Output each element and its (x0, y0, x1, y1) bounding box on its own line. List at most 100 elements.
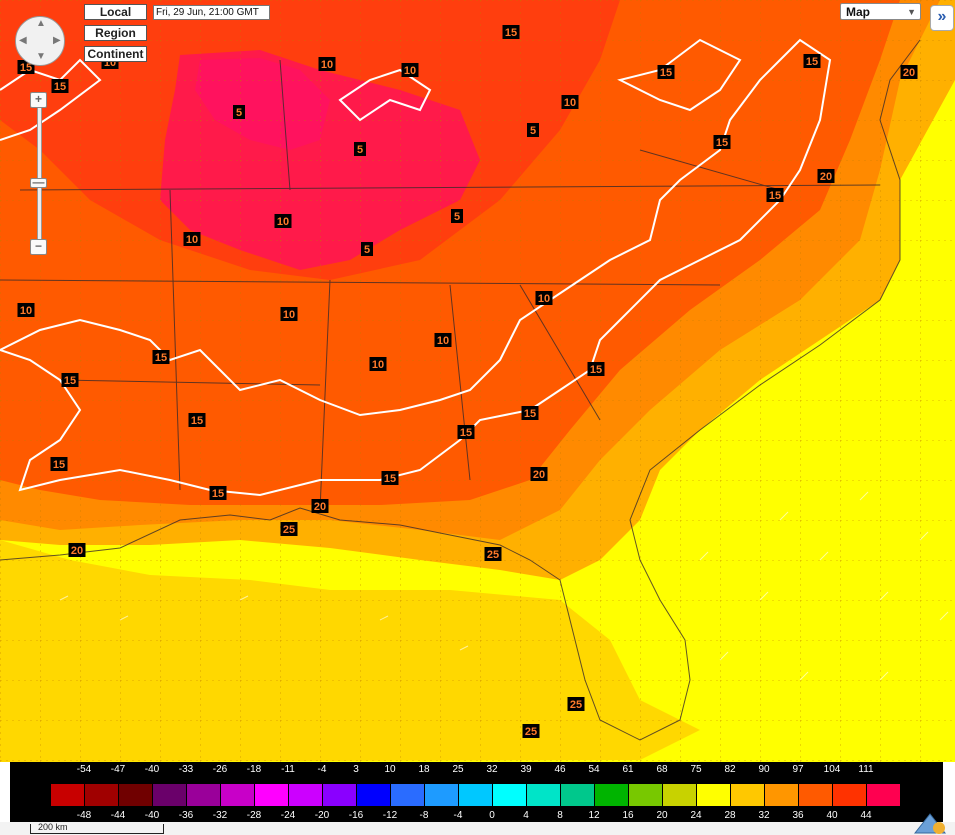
weather-map[interactable]: 15 10 10 15 15 15 20 5 5 10 15 15 5 10 10 5 20 5 15 10 10 10 1… (0, 0, 955, 762)
contour-label: 10 (280, 307, 298, 321)
legend-bottom-value: 40 (826, 810, 838, 821)
contour-label-text: 20 (533, 469, 545, 481)
contour-label-text: 20 (314, 501, 326, 513)
legend-top-value: 54 (588, 764, 600, 775)
legend-swatch (288, 783, 323, 807)
legend-swatch (798, 783, 833, 807)
legend-bottom-value: 8 (557, 810, 563, 821)
pan-control[interactable]: ▲ ▼ ◀ ▶ (15, 16, 65, 66)
state-border (279, 59, 291, 191)
contour-label: 15 (188, 413, 206, 427)
contour-label-text: 15 (384, 473, 396, 485)
contour-label: 5 (361, 242, 373, 256)
legend-swatch (662, 783, 697, 807)
contour-label: 25 (567, 697, 585, 711)
contour-label-text: 15 (54, 81, 66, 93)
contour-label: 20 (311, 499, 329, 513)
legend-top-value: -40 (144, 764, 160, 775)
continent-button[interactable]: Continent (84, 46, 147, 62)
legend-swatch (390, 783, 425, 807)
legend-bottom-value: -12 (382, 810, 398, 821)
legend-bottom-value: -28 (246, 810, 262, 821)
legend-swatch (356, 783, 391, 807)
contour-label-text: 10 (437, 335, 449, 347)
contour-label: 20 (817, 169, 835, 183)
forecast-time-label: Fri, 29 Jun, 21:00 GMT (153, 5, 270, 20)
legend-bottom-value: 36 (792, 810, 804, 821)
contour-label: 20 (900, 65, 918, 79)
contour-label-text: 10 (20, 305, 32, 317)
legend-top-value: 46 (554, 764, 566, 775)
contour-label: 20 (68, 543, 86, 557)
contour-label-text: 15 (524, 408, 536, 420)
legend-bottom-value: -24 (280, 810, 296, 821)
contour-label: 10 (183, 232, 201, 246)
legend-bottom-value: -4 (453, 810, 463, 821)
chevron-down-icon: ▼ (907, 7, 916, 17)
contour-label-text: 15 (191, 415, 203, 427)
legend-bottom-value: 24 (690, 810, 702, 821)
legend-top-value: 82 (724, 764, 736, 775)
contour-label-text: 5 (530, 125, 536, 137)
contour-label-text: 10 (404, 65, 416, 77)
legend-swatch (832, 783, 867, 807)
pan-up-icon[interactable]: ▲ (36, 18, 46, 29)
contour-label-text: 25 (283, 524, 295, 536)
contour-label: 15 (457, 425, 475, 439)
contour-label-text: 15 (155, 352, 167, 364)
legend-bottom-value: -44 (110, 810, 126, 821)
legend-swatch (696, 783, 731, 807)
legend-swatch (594, 783, 629, 807)
contour-label-text: 10 (283, 309, 295, 321)
isotherm-15 (0, 38, 832, 497)
contour-label: 15 (803, 54, 821, 68)
isotherm-15 (0, 58, 102, 141)
contour-label-text: 15 (590, 364, 602, 376)
zoom-slider-handle[interactable]: — (30, 176, 47, 188)
zoom-in-button[interactable]: + (30, 92, 47, 108)
contour-label: 15 (50, 457, 68, 471)
legend-bottom-value: 16 (622, 810, 634, 821)
contour-label-text: 5 (236, 107, 242, 119)
legend-top-value: 75 (690, 764, 702, 775)
pan-down-icon[interactable]: ▼ (36, 51, 46, 62)
legend-swatch (186, 783, 221, 807)
contour-label-text: 20 (903, 67, 915, 79)
contour-label: 5 (451, 209, 463, 223)
legend-swatch (50, 783, 85, 807)
contour-label: 10 (17, 303, 35, 317)
legend-bottom-value: 12 (588, 810, 600, 821)
map-type-select[interactable]: Map ▼ (840, 3, 921, 20)
double-chevron-right-icon[interactable]: » (930, 5, 954, 31)
contour-label: 15 (521, 406, 539, 420)
legend-top-value: 3 (353, 764, 359, 775)
contour-label: 15 (51, 79, 69, 93)
legend-swatch (152, 783, 187, 807)
legend-top-value: 18 (418, 764, 430, 775)
legend-bottom-value: -16 (348, 810, 364, 821)
local-button[interactable]: Local (84, 4, 147, 20)
legend-bottom-value: -20 (314, 810, 330, 821)
contour-label-text: 10 (372, 359, 384, 371)
contour-label: 25 (280, 522, 298, 536)
legend-swatch (764, 783, 799, 807)
contour-label: 10 (535, 291, 553, 305)
legend-bottom-value: -36 (178, 810, 194, 821)
contour-label: 10 (369, 357, 387, 371)
legend-swatch (526, 783, 561, 807)
legend-bottom-value: 4 (523, 810, 529, 821)
contour-label: 25 (484, 547, 502, 561)
legend-bottom-value: 44 (860, 810, 872, 821)
region-button[interactable]: Region (84, 25, 147, 41)
legend-top-value: -11 (281, 764, 295, 775)
pan-left-icon[interactable]: ◀ (19, 35, 27, 46)
pan-right-icon[interactable]: ▶ (53, 35, 61, 46)
map-type-value: Map (846, 5, 870, 19)
legend-top-value: 10 (384, 764, 396, 775)
state-border (449, 284, 471, 481)
state-border (319, 279, 331, 511)
contour-label: 10 (561, 95, 579, 109)
contour-label: 15 (713, 135, 731, 149)
zoom-out-button[interactable]: − (30, 239, 47, 255)
contour-label-text: 10 (538, 293, 550, 305)
